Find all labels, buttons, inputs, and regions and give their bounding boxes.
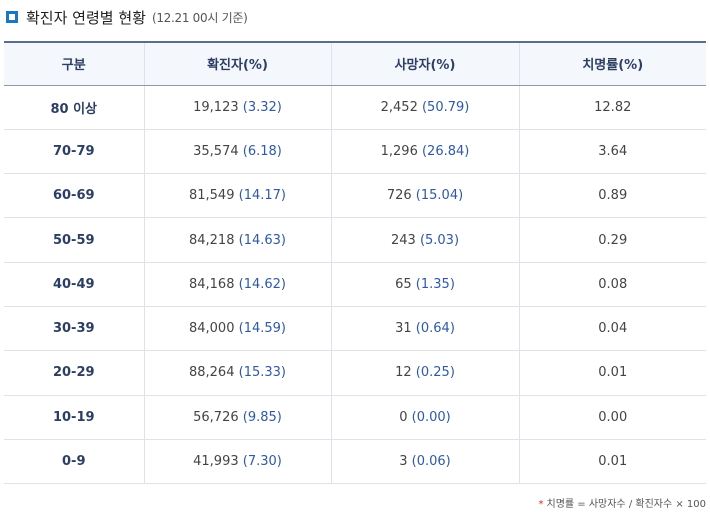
deaths-value: 3 bbox=[399, 454, 408, 470]
cases-cell: 84,000 (14.59) bbox=[143, 306, 331, 352]
table-row: 40-49 84,168 (14.62) 65 (1.35) 0.08 bbox=[4, 262, 706, 307]
cases-percent: (14.17) bbox=[238, 188, 286, 204]
cases-value: 81,549 bbox=[188, 188, 235, 204]
table-row: 70-79 35,574 (6.18) 1,296 (26.84) 3.64 bbox=[4, 129, 706, 175]
deaths-cell: 65 (1.35) bbox=[330, 262, 519, 307]
footnote-marker: * bbox=[538, 499, 544, 510]
fatality-rate-cell: 0.89 bbox=[518, 173, 706, 219]
fatality-rate-cell: 0.29 bbox=[518, 217, 706, 263]
fatality-rate-cell: 0.08 bbox=[518, 262, 706, 307]
fatality-rate-cell: 12.82 bbox=[518, 85, 706, 130]
age-group-cell: 80 이상 bbox=[4, 85, 144, 130]
page-subtitle: (12.21 00시 기준) bbox=[151, 10, 248, 25]
table-header-row: 구분 확진자(%) 사망자(%) 치명률(%) bbox=[4, 42, 706, 86]
age-stats-table: 구분 확진자(%) 사망자(%) 치명률(%) 80 이상 19,123 (3.3… bbox=[4, 41, 706, 485]
cases-percent: (6.18) bbox=[242, 143, 282, 159]
page-title: 확진자 연령별 현황 bbox=[26, 8, 146, 27]
table-row: 80 이상 19,123 (3.32) 2,452 (50.79) 12.82 bbox=[4, 85, 706, 130]
deaths-percent: (15.04) bbox=[415, 188, 464, 204]
fatality-rate-cell: 0.01 bbox=[518, 350, 706, 396]
age-group-cell: 20-29 bbox=[4, 350, 144, 396]
age-group-cell: 70-79 bbox=[4, 129, 144, 175]
deaths-cell: 1,296 (26.84) bbox=[330, 129, 519, 175]
column-header-fatality: 치명률(%) bbox=[518, 42, 706, 86]
cases-percent: (7.30) bbox=[242, 454, 282, 470]
cases-value: 35,574 bbox=[193, 143, 239, 159]
deaths-value: 243 bbox=[390, 232, 416, 248]
cases-cell: 84,218 (14.63) bbox=[143, 217, 331, 263]
fatality-rate-cell: 3.64 bbox=[518, 129, 706, 175]
deaths-percent: (50.79) bbox=[421, 99, 470, 115]
fatality-rate-cell: 0.01 bbox=[518, 439, 706, 485]
deaths-percent: (5.03) bbox=[419, 232, 460, 248]
deaths-percent: (26.84) bbox=[421, 143, 470, 159]
deaths-cell: 2,452 (50.79) bbox=[330, 85, 519, 130]
footnote: * 치명률 = 사망자수 / 확진자수 × 100 bbox=[539, 495, 707, 510]
cases-cell: 35,574 (6.18) bbox=[143, 129, 331, 175]
section-header: 확진자 연령별 현황 (12.21 00시 기준) bbox=[6, 6, 248, 28]
cases-percent: (9.85) bbox=[242, 409, 282, 425]
cases-cell: 19,123 (3.32) bbox=[143, 85, 331, 130]
footnote-text: 치명률 = 사망자수 / 확진자수 × 100 bbox=[546, 499, 707, 510]
deaths-cell: 726 (15.04) bbox=[330, 173, 519, 219]
cases-percent: (14.62) bbox=[238, 276, 286, 292]
age-group-cell: 0-9 bbox=[4, 439, 144, 485]
deaths-value: 0 bbox=[399, 409, 408, 425]
cases-percent: (14.63) bbox=[238, 232, 286, 248]
table-row: 50-59 84,218 (14.63) 243 (5.03) 0.29 bbox=[4, 217, 706, 263]
deaths-cell: 243 (5.03) bbox=[330, 217, 519, 263]
age-group-cell: 50-59 bbox=[4, 217, 144, 263]
table-row: 30-39 84,000 (14.59) 31 (0.64) 0.04 bbox=[4, 306, 706, 352]
deaths-cell: 3 (0.06) bbox=[330, 439, 519, 485]
cases-value: 84,168 bbox=[188, 276, 235, 292]
deaths-percent: (0.25) bbox=[415, 365, 455, 381]
deaths-cell: 12 (0.25) bbox=[330, 350, 519, 396]
cases-cell: 41,993 (7.30) bbox=[143, 439, 331, 485]
cases-value: 84,000 bbox=[188, 321, 235, 337]
square-bullet-icon bbox=[6, 11, 18, 23]
table-row: 20-29 88,264 (15.33) 12 (0.25) 0.01 bbox=[4, 350, 706, 396]
deaths-percent: (0.00) bbox=[411, 409, 451, 425]
fatality-rate-cell: 0.00 bbox=[518, 395, 706, 440]
deaths-value: 1,296 bbox=[380, 143, 418, 159]
cases-cell: 84,168 (14.62) bbox=[143, 262, 331, 307]
deaths-value: 12 bbox=[395, 365, 412, 381]
age-group-cell: 60-69 bbox=[4, 173, 144, 219]
deaths-percent: (1.35) bbox=[415, 276, 455, 292]
deaths-value: 2,452 bbox=[380, 99, 418, 115]
cases-percent: (15.33) bbox=[238, 365, 286, 381]
cases-value: 41,993 bbox=[193, 454, 239, 470]
deaths-value: 726 bbox=[386, 188, 412, 204]
deaths-cell: 0 (0.00) bbox=[330, 395, 519, 440]
deaths-percent: (0.06) bbox=[411, 454, 451, 470]
deaths-value: 65 bbox=[395, 276, 412, 292]
column-header-cases: 확진자(%) bbox=[143, 42, 331, 86]
age-group-cell: 40-49 bbox=[4, 262, 144, 307]
deaths-percent: (0.64) bbox=[415, 321, 455, 337]
cases-cell: 56,726 (9.85) bbox=[143, 395, 331, 440]
table-row: 60-69 81,549 (14.17) 726 (15.04) 0.89 bbox=[4, 173, 706, 219]
table-row: 10-19 56,726 (9.85) 0 (0.00) 0.00 bbox=[4, 395, 706, 440]
cases-cell: 88,264 (15.33) bbox=[143, 350, 331, 396]
cases-percent: (3.32) bbox=[242, 99, 282, 115]
age-group-cell: 30-39 bbox=[4, 306, 144, 352]
cases-value: 19,123 bbox=[193, 99, 239, 115]
fatality-rate-cell: 0.04 bbox=[518, 306, 706, 352]
column-header-category: 구분 bbox=[4, 42, 144, 86]
cases-value: 84,218 bbox=[188, 232, 235, 248]
cases-percent: (14.59) bbox=[238, 321, 286, 337]
cases-value: 88,264 bbox=[188, 365, 235, 381]
table-row: 0-9 41,993 (7.30) 3 (0.06) 0.01 bbox=[4, 439, 706, 485]
cases-cell: 81,549 (14.17) bbox=[143, 173, 331, 219]
deaths-value: 31 bbox=[395, 321, 412, 337]
column-header-deaths: 사망자(%) bbox=[330, 42, 519, 86]
cases-value: 56,726 bbox=[193, 409, 239, 425]
deaths-cell: 31 (0.64) bbox=[330, 306, 519, 352]
age-group-cell: 10-19 bbox=[4, 395, 144, 440]
